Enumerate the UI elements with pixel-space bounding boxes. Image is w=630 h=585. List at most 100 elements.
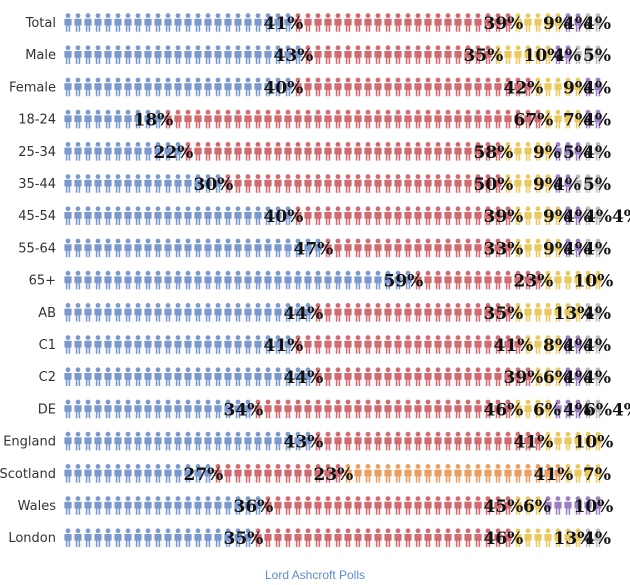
person-body xyxy=(184,340,192,354)
person-body xyxy=(474,501,482,515)
person-icon xyxy=(304,399,312,419)
person-body xyxy=(254,276,262,290)
person-body xyxy=(254,340,262,354)
person-body xyxy=(494,244,502,258)
person-body xyxy=(274,469,282,483)
person-icon xyxy=(124,399,132,419)
person-head xyxy=(165,335,171,340)
person-icon xyxy=(64,528,72,547)
person-head xyxy=(75,142,81,147)
person-body xyxy=(464,276,472,290)
person-head xyxy=(575,464,581,469)
person-body xyxy=(534,212,542,225)
person-head xyxy=(445,367,451,373)
person-body xyxy=(374,501,382,515)
person-head xyxy=(165,206,171,212)
person-body xyxy=(444,179,452,193)
person-head xyxy=(75,109,81,115)
person-icon xyxy=(134,77,142,97)
person-head xyxy=(445,142,451,147)
person-body xyxy=(294,373,302,386)
person-icon xyxy=(234,13,242,32)
person-icon xyxy=(554,13,562,32)
person-icon xyxy=(164,399,172,419)
person-head xyxy=(585,431,591,437)
person-icon xyxy=(494,303,502,322)
person-icon xyxy=(284,303,292,322)
person-body xyxy=(364,308,372,322)
person-icon xyxy=(414,335,422,354)
person-body xyxy=(184,212,192,225)
person-body xyxy=(124,244,132,258)
person-head xyxy=(395,206,401,212)
person-head xyxy=(515,77,521,83)
person-body xyxy=(464,534,472,547)
person-head xyxy=(125,496,131,501)
person-body xyxy=(74,340,82,354)
person-head xyxy=(285,174,291,180)
person-head xyxy=(255,399,261,405)
person-icon xyxy=(164,528,172,547)
person-body xyxy=(464,437,472,451)
person-body xyxy=(154,179,162,193)
person-icon xyxy=(184,13,192,32)
person-icon xyxy=(534,142,542,161)
person-head xyxy=(475,335,481,340)
person-icon xyxy=(554,206,562,225)
person-icon xyxy=(444,174,452,193)
person-body xyxy=(494,469,502,483)
person-head xyxy=(115,142,121,147)
person-body xyxy=(464,244,472,258)
person-head xyxy=(205,528,211,534)
person-head xyxy=(315,45,321,51)
person-icon xyxy=(264,270,272,290)
person-head xyxy=(395,45,401,51)
person-icon xyxy=(64,270,72,290)
person-head xyxy=(365,174,371,180)
person-body xyxy=(504,147,512,161)
person-head xyxy=(275,431,281,437)
person-icon xyxy=(144,142,152,161)
person-icon xyxy=(324,496,332,515)
person-icon xyxy=(314,206,322,225)
person-icon xyxy=(514,77,522,97)
person-body xyxy=(194,147,202,161)
person-body xyxy=(504,501,512,515)
person-body xyxy=(134,405,142,419)
person-head xyxy=(235,496,241,501)
person-head xyxy=(305,399,311,405)
person-head xyxy=(235,528,241,534)
person-body xyxy=(444,115,452,129)
person-icon xyxy=(164,77,172,97)
person-icon xyxy=(134,206,142,225)
person-icon xyxy=(464,270,472,290)
percent-label: 6%4% xyxy=(584,400,630,420)
person-head xyxy=(75,174,81,180)
person-icon xyxy=(344,109,352,129)
person-head xyxy=(125,399,131,405)
person-head xyxy=(215,367,221,373)
person-icon xyxy=(334,77,342,97)
person-body xyxy=(364,373,372,386)
person-icon xyxy=(254,206,262,225)
person-body xyxy=(384,212,392,225)
person-head xyxy=(405,367,411,373)
chart-row: England 43% 41% 10% xyxy=(3,431,613,453)
person-body xyxy=(414,340,422,354)
person-icon xyxy=(224,238,232,258)
person-head xyxy=(135,206,141,212)
person-body xyxy=(404,179,412,193)
person-head xyxy=(95,431,101,437)
person-head xyxy=(285,528,291,534)
person-icon xyxy=(444,335,452,354)
person-icon xyxy=(124,13,132,32)
person-icon xyxy=(374,109,382,129)
percent-label: 4% xyxy=(583,78,611,98)
person-body xyxy=(594,51,602,64)
person-body xyxy=(84,244,92,258)
person-body xyxy=(344,83,352,97)
person-head xyxy=(325,303,331,308)
person-body xyxy=(234,51,242,64)
person-head xyxy=(555,528,561,534)
person-icon xyxy=(254,77,262,97)
